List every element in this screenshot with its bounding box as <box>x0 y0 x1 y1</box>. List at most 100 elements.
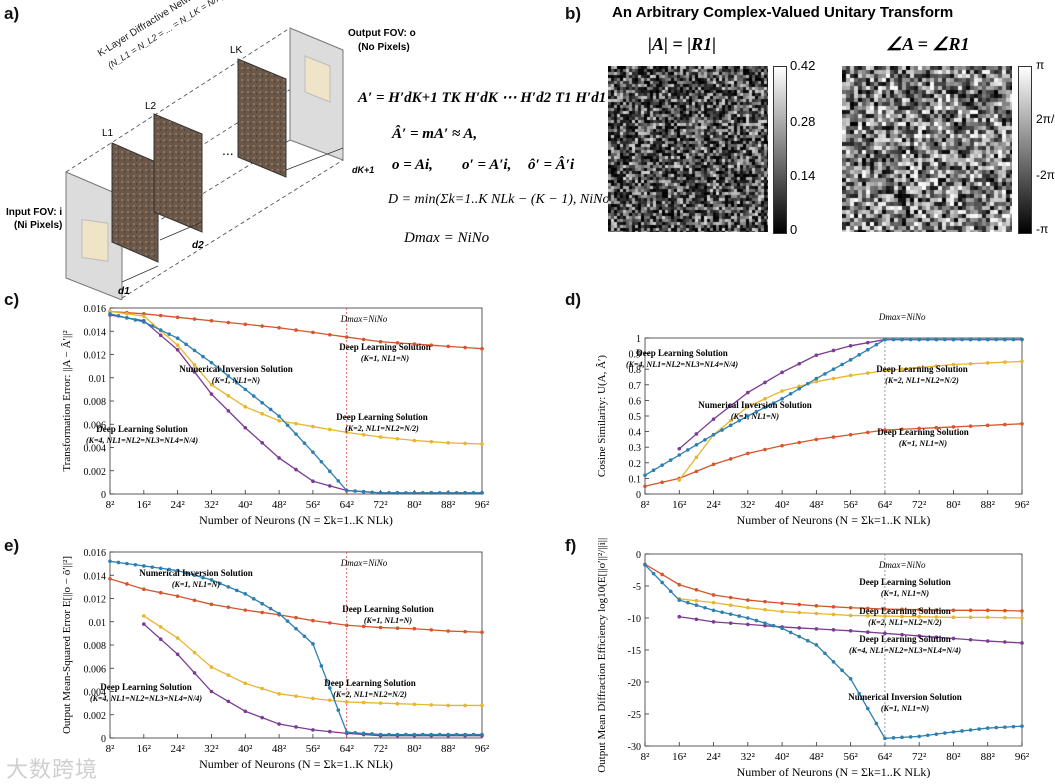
data-point-yellow <box>463 441 467 446</box>
data-point-blue <box>754 409 759 414</box>
y-tick-label: 0.012 <box>84 595 107 606</box>
data-point-yellow <box>797 610 802 615</box>
equation-a-hat: Â′ = mA′ ≈ A, <box>392 126 478 142</box>
annotation-params: (K=1, NL1=N) <box>881 704 930 713</box>
panel-b-title: An Arbitrary Complex-Valued Unitary Tran… <box>612 4 954 21</box>
annotation-params: (K=2, NL1=NL2=N/2) <box>345 424 419 433</box>
x-tick-label: 24² <box>706 499 721 511</box>
x-tick-label: 80² <box>407 743 422 755</box>
data-point-blue <box>218 367 222 372</box>
dmax-label: Dmax=NiNo <box>340 314 388 324</box>
y-tick-label: 0.008 <box>84 397 107 408</box>
panel-d-label: d) <box>565 290 582 309</box>
data-point-purple <box>209 392 214 396</box>
data-point-blue <box>848 677 853 681</box>
data-point-orange <box>780 601 784 606</box>
y-tick-label: 0.014 <box>84 571 107 582</box>
data-point-yellow <box>883 368 887 373</box>
data-point-blue <box>651 468 656 473</box>
data-point-orange <box>711 462 716 467</box>
data-point-orange <box>209 602 214 607</box>
data-point-blue <box>643 473 647 478</box>
data-point-purple <box>865 630 870 634</box>
x-axis-label: Number of Neurons (N = Σk=1..K NLk) <box>199 757 393 771</box>
x-tick-label: 40² <box>238 743 253 755</box>
data-point-purple <box>277 456 281 460</box>
phase-tick-max: π <box>1036 58 1045 72</box>
data-point-purple <box>883 631 887 636</box>
data-point-blue <box>814 376 819 381</box>
data-point-yellow <box>260 686 264 691</box>
data-point-blue <box>446 491 450 495</box>
y-axis-label: Output Mean-Squared Error E[||o − ô′||²] <box>61 556 73 734</box>
data-point-blue <box>823 372 827 376</box>
data-point-blue <box>763 405 767 410</box>
data-point-blue <box>387 491 391 495</box>
annotation-title: Deep Learning Solution <box>877 427 969 437</box>
data-point-blue <box>660 463 664 467</box>
data-point-orange <box>361 337 366 342</box>
data-point-blue <box>243 387 248 392</box>
data-point-blue <box>1020 724 1024 728</box>
data-point-blue <box>370 732 374 736</box>
data-point-purple <box>142 622 146 626</box>
data-point-blue <box>201 354 205 359</box>
data-point-orange <box>711 593 716 597</box>
data-point-purple <box>711 417 716 421</box>
data-point-blue <box>294 432 298 436</box>
data-point-blue <box>840 668 844 673</box>
data-point-blue <box>788 630 793 635</box>
phase-map <box>842 66 1012 232</box>
data-point-purple <box>934 635 939 639</box>
data-point-blue <box>268 606 273 611</box>
data-point-yellow <box>277 418 281 423</box>
data-point-orange <box>831 605 836 609</box>
data-point-blue <box>437 491 442 495</box>
data-point-blue <box>668 589 673 594</box>
data-point-purple <box>209 689 214 694</box>
data-point-blue <box>865 347 870 352</box>
panel-c-label: c) <box>4 290 20 309</box>
data-point-yellow <box>361 700 366 705</box>
data-point-orange <box>243 608 248 612</box>
annotation-title: Deep Learning Solution <box>324 678 416 688</box>
y-tick-label: 0.01 <box>89 374 107 385</box>
data-point-blue <box>437 732 442 737</box>
data-point-blue <box>150 565 155 569</box>
data-point-orange <box>900 607 904 612</box>
data-point-yellow <box>917 365 921 370</box>
annotation-title: Deep Learning Solution <box>336 412 428 422</box>
data-point-blue <box>763 621 767 625</box>
data-point-yellow <box>429 703 434 707</box>
panel-a-label: a) <box>4 4 20 23</box>
data-point-orange <box>1020 609 1024 613</box>
data-point-blue <box>968 728 973 732</box>
data-point-orange <box>125 582 129 586</box>
x-tick-label: 16² <box>672 499 687 511</box>
data-point-purple <box>677 614 682 619</box>
data-point-yellow <box>934 615 939 619</box>
data-point-yellow <box>311 696 315 701</box>
x-tick-label: 72² <box>912 499 927 511</box>
data-point-blue <box>677 598 682 602</box>
data-point-blue <box>977 727 981 731</box>
data-point-yellow <box>142 314 146 318</box>
data-point-yellow <box>480 703 484 708</box>
data-point-purple <box>277 722 281 726</box>
data-point-purple <box>746 390 750 395</box>
x-tick-label: 32² <box>204 499 219 511</box>
data-point-yellow <box>728 418 733 423</box>
y-tick-label: -30 <box>628 742 641 753</box>
data-point-yellow <box>694 455 699 460</box>
data-point-blue <box>977 337 981 342</box>
data-point-blue <box>857 352 862 357</box>
annotation-title: Numerical Inversion Solution <box>698 400 812 410</box>
data-point-orange <box>243 322 248 327</box>
data-point-purple <box>763 380 767 385</box>
data-point-orange <box>934 608 939 612</box>
x-tick-label: 48² <box>809 751 824 763</box>
data-point-blue <box>1003 725 1007 729</box>
data-point-blue <box>412 491 417 495</box>
data-point-blue <box>677 453 682 457</box>
data-point-yellow <box>192 363 197 367</box>
